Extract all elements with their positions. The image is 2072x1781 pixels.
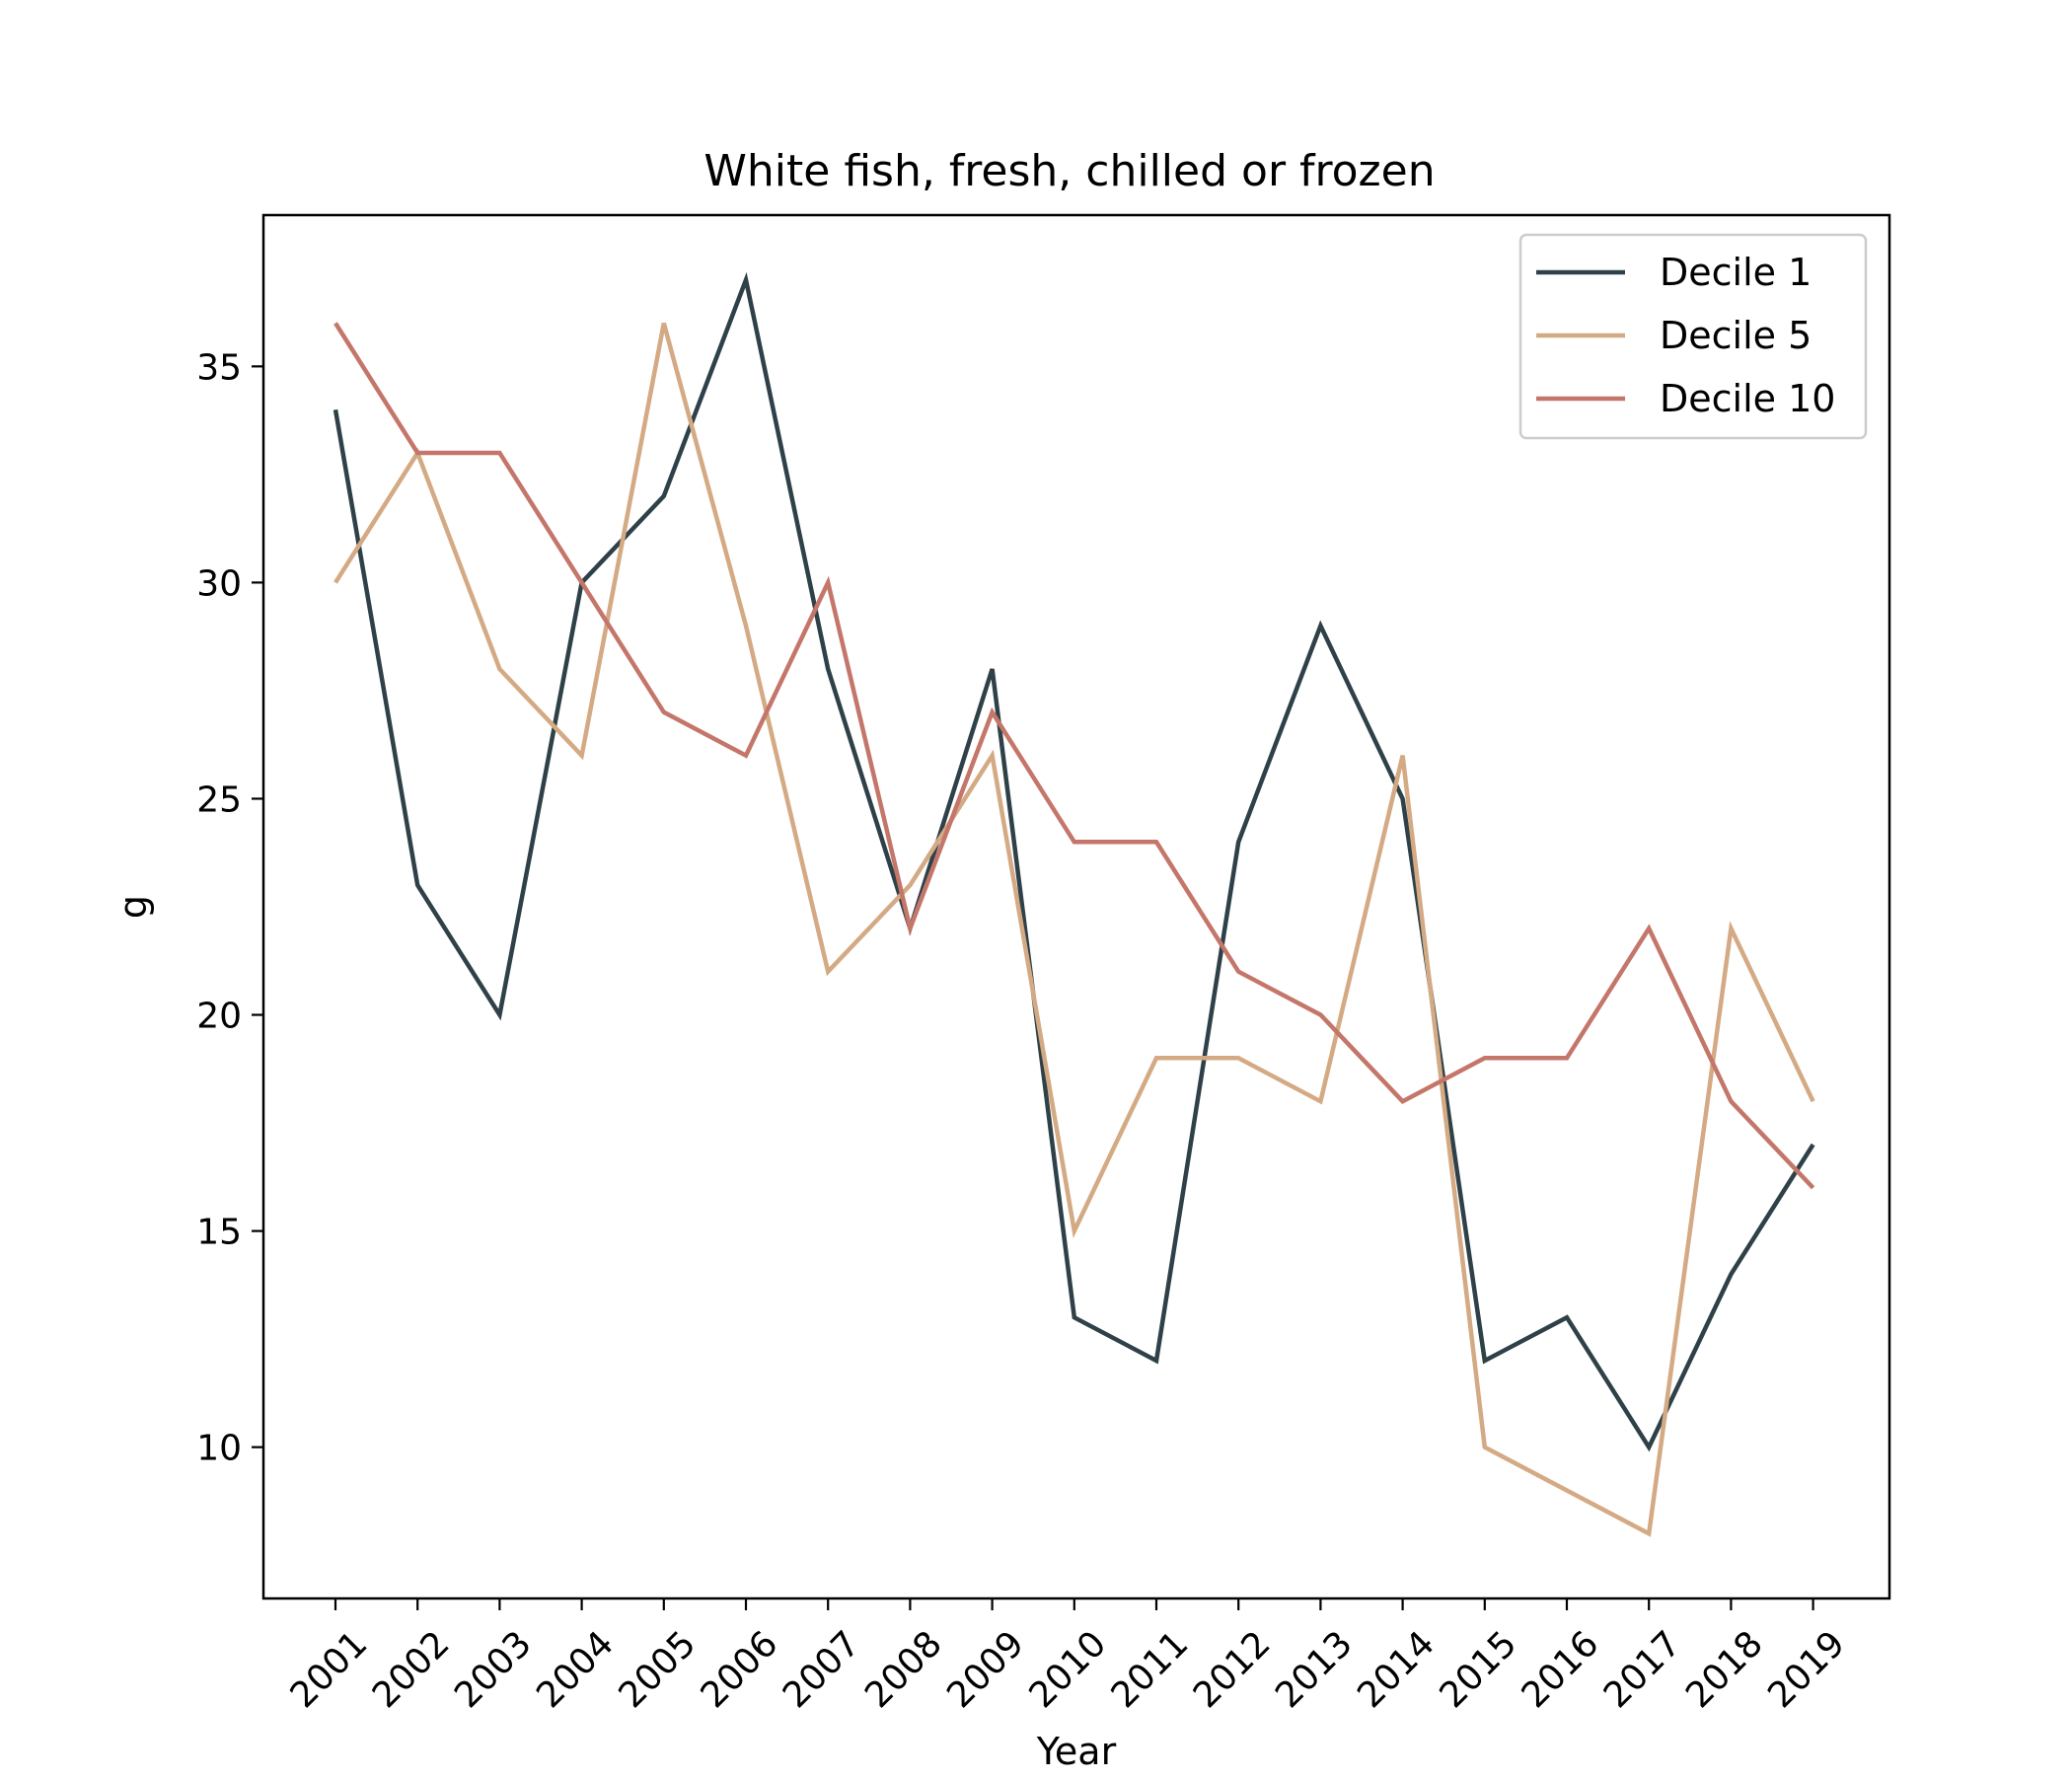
y-axis-label: g (111, 895, 155, 919)
x-tick-label: 2011 (1104, 1623, 1197, 1716)
y-tick-label: 25 (196, 779, 242, 820)
y-tick-label: 10 (196, 1429, 242, 1469)
y-tick-label: 20 (196, 997, 242, 1037)
legend-label: Decile 5 (1660, 314, 1812, 357)
x-tick-label: 2005 (611, 1623, 703, 1716)
x-axis: 2001200220032004200520062007200820092010… (283, 1598, 1853, 1716)
series-line-3 (333, 322, 1815, 1190)
x-tick-label: 2015 (1432, 1623, 1524, 1716)
x-tick-label: 2014 (1350, 1623, 1443, 1716)
y-tick-label: 35 (196, 347, 242, 388)
chart-title: White fish, fresh, chilled or frozen (703, 146, 1435, 196)
x-tick-label: 2018 (1678, 1623, 1771, 1716)
series-line-2 (333, 322, 1815, 1537)
x-tick-label: 2016 (1515, 1623, 1607, 1716)
series-layer (333, 271, 1815, 1537)
legend-box (1518, 233, 1868, 440)
x-tick-label: 2010 (1021, 1623, 1114, 1716)
x-tick-label: 2012 (1186, 1623, 1279, 1716)
x-axis-label: Year (1036, 1730, 1117, 1773)
plot-frame (261, 213, 1891, 1600)
x-tick-label: 2002 (365, 1623, 458, 1716)
y-axis: 10 15 20 25 30 35 (196, 347, 263, 1469)
x-tick-label: 2013 (1268, 1623, 1361, 1716)
x-tick-label: 2019 (1760, 1623, 1853, 1716)
y-tick-label: 15 (196, 1213, 242, 1253)
x-tick-label: 2017 (1596, 1623, 1689, 1716)
x-tick-label: 2001 (283, 1623, 376, 1716)
x-tick-label: 2007 (776, 1623, 868, 1716)
legend: Decile 1 Decile 5 Decile 10 (1518, 233, 1868, 440)
x-tick-label: 2008 (857, 1623, 950, 1716)
legend-label: Decile 10 (1660, 377, 1835, 420)
y-tick-label: 30 (196, 563, 242, 604)
x-tick-label: 2004 (529, 1623, 622, 1716)
x-tick-label: 2009 (939, 1623, 1032, 1716)
x-tick-label: 2003 (447, 1623, 540, 1716)
x-tick-label: 2006 (694, 1623, 786, 1716)
series-line-1 (333, 271, 1815, 1452)
legend-label: Decile 1 (1660, 251, 1812, 294)
